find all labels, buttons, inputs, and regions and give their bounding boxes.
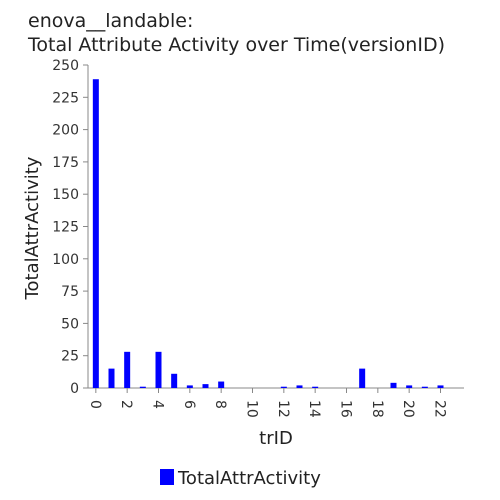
bar [437,385,444,388]
y-tick-label: 175 [52,155,79,171]
y-tick-label: 50 [61,316,79,332]
y-tick-label: 125 [52,220,79,236]
x-tick-label: 6 [181,400,197,409]
x-tick-label: 8 [212,400,228,409]
chart-title-line2: Total Attribute Activity over Time(versi… [27,34,445,56]
bar [359,368,366,388]
y-tick-label: 100 [52,252,79,268]
y-tick-label: 25 [61,349,79,365]
bar [92,79,99,388]
legend-label: TotalAttrActivity [177,468,321,489]
x-tick-label: 16 [338,400,354,418]
bar [155,351,162,388]
bar [421,386,428,388]
bar [218,381,225,388]
legend: TotalAttrActivity [160,468,321,489]
x-tick-label: 20 [400,400,416,418]
x-tick-label: 2 [118,400,134,409]
bar [124,351,131,388]
bar [202,384,209,388]
y-axis: 0 25 50 75 100 125 150 175 200 225 250 [52,58,89,397]
x-tick-label: 18 [369,400,385,418]
x-axis-label: trID [259,428,293,449]
y-axis-label: TotalAttrActivity [22,156,43,300]
y-tick-label: 200 [52,123,79,139]
bar [406,385,413,388]
bars [92,79,444,388]
bar [312,386,319,388]
x-tick-label: 22 [432,400,448,418]
bar [108,368,115,388]
bar [186,385,193,388]
y-tick-label: 0 [70,381,79,397]
x-tick-label: 0 [87,400,103,409]
chart-title-line1: enova__landable: [28,10,193,32]
bar [280,386,287,388]
bar [390,382,397,388]
bar [139,386,146,388]
y-tick-label: 225 [52,90,79,106]
y-tick-label: 75 [61,284,79,300]
x-tick-label: 12 [275,400,291,418]
y-tick-label: 250 [52,58,79,74]
x-tick-label: 4 [150,400,166,409]
x-tick-label: 10 [244,400,260,418]
bar [296,385,303,388]
y-tick-label: 150 [52,187,79,203]
bar [171,373,178,388]
x-tick-label: 14 [306,400,322,418]
legend-swatch [160,469,174,485]
x-axis: 0 2 4 6 8 10 12 14 16 18 20 22 [87,387,464,418]
